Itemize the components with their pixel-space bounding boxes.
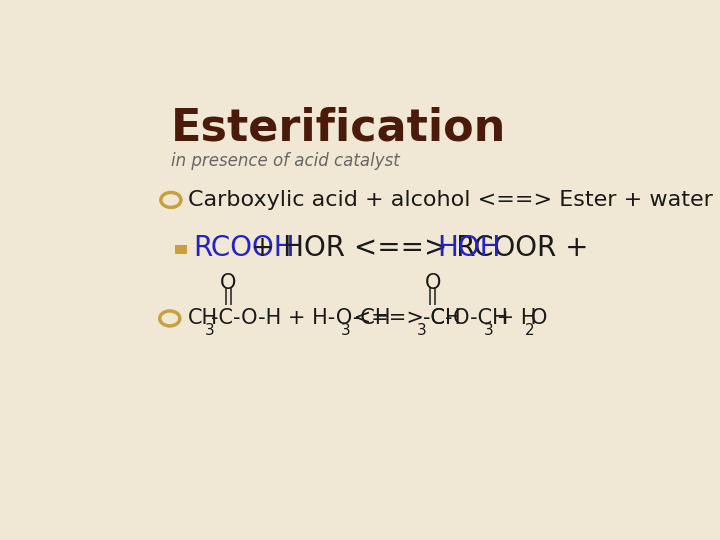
Text: -C-O-H + H-O-CH: -C-O-H + H-O-CH [211, 308, 391, 328]
Text: + HOR <==> RCOOR +: + HOR <==> RCOOR + [242, 234, 598, 262]
Text: O: O [425, 273, 441, 293]
Text: 3: 3 [205, 322, 215, 338]
Text: 3: 3 [417, 322, 426, 338]
Text: ||: || [222, 287, 235, 305]
Text: ||: || [427, 287, 439, 305]
Text: + H: + H [490, 308, 536, 328]
Text: 3: 3 [483, 322, 493, 338]
Text: in presence of acid catalyst: in presence of acid catalyst [171, 152, 400, 170]
Text: -C-O-CH: -C-O-CH [423, 308, 508, 328]
Text: CH: CH [188, 308, 217, 328]
Text: HOH: HOH [437, 234, 501, 262]
FancyBboxPatch shape [175, 245, 187, 254]
Text: Esterification: Esterification [171, 106, 506, 150]
Text: O: O [531, 308, 547, 328]
Text: O: O [220, 273, 237, 293]
Text: 3: 3 [341, 322, 351, 338]
Text: <==> CH: <==> CH [347, 308, 461, 328]
Text: RCOOH: RCOOH [193, 234, 295, 262]
Text: 2: 2 [524, 322, 534, 338]
Text: Carboxylic acid + alcohol <==> Ester + water: Carboxylic acid + alcohol <==> Ester + w… [188, 190, 713, 210]
